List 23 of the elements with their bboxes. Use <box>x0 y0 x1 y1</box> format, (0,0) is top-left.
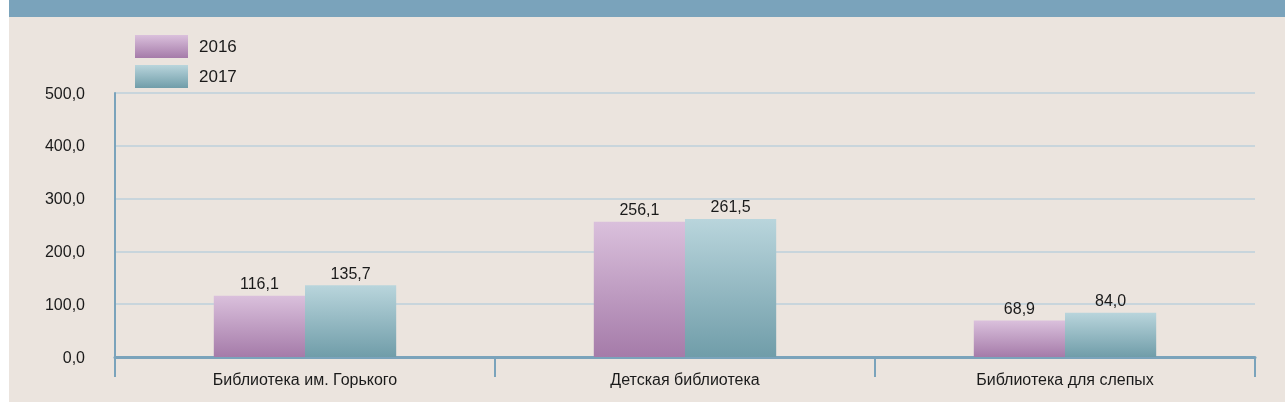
bar <box>973 320 1065 357</box>
data-label: 261,5 <box>710 198 751 216</box>
bar <box>213 295 305 357</box>
y-tick-label: 200,0 <box>44 242 86 260</box>
bar <box>305 285 397 357</box>
x-tick-label: Детская библиотека <box>610 370 760 388</box>
legend-label: 2017 <box>199 67 237 86</box>
legend-label: 2016 <box>199 37 237 56</box>
data-label: 135,7 <box>330 264 371 282</box>
data-label: 256,1 <box>619 201 660 219</box>
data-label: 84,0 <box>1095 292 1127 310</box>
y-tick-label: 500,0 <box>44 84 86 102</box>
x-tick-label: Библиотека для слепых <box>976 370 1154 388</box>
bar <box>1065 312 1157 357</box>
data-label: 68,9 <box>1003 300 1036 318</box>
y-tick-label: 400,0 <box>44 137 86 155</box>
bar <box>593 221 685 357</box>
y-tick-label: 0,0 <box>62 348 86 366</box>
y-tick-label: 100,0 <box>44 295 86 313</box>
bar <box>685 218 777 357</box>
data-label: 116,1 <box>239 275 279 293</box>
x-tick-label: Библиотека им. Горького <box>212 370 398 388</box>
y-tick-label: 300,0 <box>44 190 86 208</box>
